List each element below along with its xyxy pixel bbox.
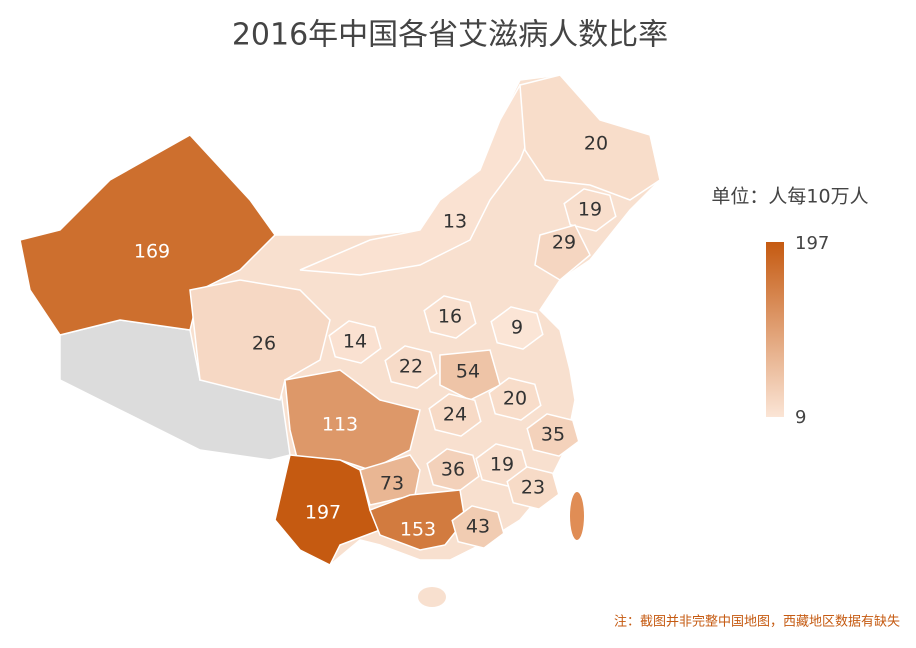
province-label: 113 [322, 414, 358, 436]
note: 注：截图并非完整中国地图，西藏地区数据有缺失 [614, 615, 900, 630]
province [519, 74, 661, 201]
map [19, 74, 661, 607]
province [563, 188, 617, 232]
province [189, 279, 331, 401]
province [423, 295, 477, 339]
province [428, 393, 482, 437]
province [490, 306, 544, 350]
province [274, 454, 382, 567]
province-label: 43 [466, 516, 490, 538]
province-label: 16 [438, 306, 462, 328]
province-label: 26 [252, 333, 276, 355]
province [526, 413, 580, 457]
province-label: 73 [380, 473, 404, 495]
legend-title: 单位：人每10万人 [711, 186, 868, 208]
province [19, 134, 276, 336]
province-label: 19 [578, 199, 602, 221]
province-label: 153 [400, 519, 436, 541]
taiwan [570, 492, 584, 540]
province [488, 377, 542, 421]
province-label: 22 [399, 356, 423, 378]
province-label: 13 [443, 211, 467, 233]
map-title: 2016年中国各省艾滋病人数比率 [232, 18, 668, 53]
hainan [418, 587, 446, 607]
province-label: 29 [552, 232, 576, 254]
province [439, 349, 501, 401]
province-label: 20 [503, 388, 527, 410]
province [359, 454, 421, 506]
province [328, 320, 382, 364]
province [384, 345, 438, 389]
province-label: 36 [441, 459, 465, 481]
province [506, 466, 560, 510]
province-label: 9 [511, 317, 523, 339]
province-label: 19 [490, 454, 514, 476]
province-label: 54 [456, 361, 480, 383]
province [451, 505, 505, 549]
legend-max: 197 [795, 233, 829, 254]
province [534, 224, 591, 281]
province-label: 197 [305, 502, 341, 524]
province-label: 24 [443, 404, 467, 426]
province-label: 35 [541, 424, 565, 446]
province-label: 14 [343, 331, 367, 353]
province-label: 169 [134, 241, 170, 263]
province-label: 23 [521, 477, 545, 499]
legend-colorbar [766, 242, 784, 417]
province-label: 20 [584, 133, 608, 155]
legend-min: 9 [795, 407, 806, 428]
province [284, 369, 421, 471]
